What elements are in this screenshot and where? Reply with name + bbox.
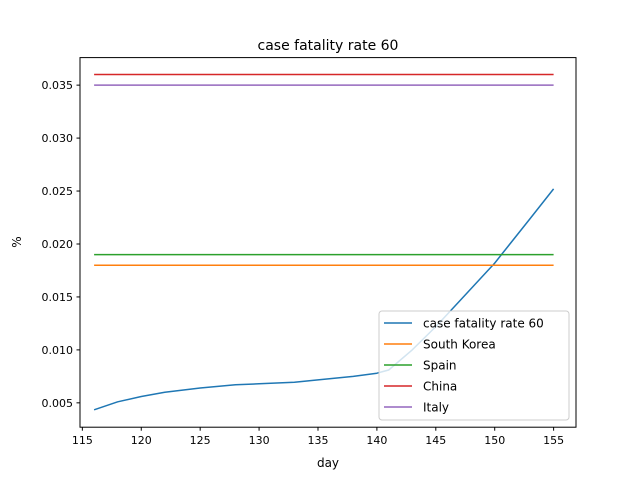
y-axis-label: % (10, 236, 24, 247)
x-tick-label: 120 (131, 434, 152, 447)
legend-label: Italy (423, 401, 449, 415)
y-tick-label: 0.030 (42, 132, 74, 145)
x-axis-label: day (317, 456, 339, 470)
legend-box (378, 310, 570, 421)
x-tick-label: 140 (366, 434, 387, 447)
x-tick-label: 145 (425, 434, 446, 447)
ticks-layer: 115 120 125 130 135 140 145 150 155 0.005 0.010 0.0… (42, 79, 565, 447)
series-layer (93, 73, 555, 411)
x-tick-label: 135 (307, 434, 328, 447)
y-tick-label: 0.025 (42, 185, 74, 198)
y-tick-label: 0.010 (42, 344, 74, 357)
y-tick-label: 0.015 (42, 291, 74, 304)
x-tick-label: 125 (190, 434, 211, 447)
chart-title: case fatality rate 60 (258, 38, 399, 54)
legend: case fatality rate 60 South Korea Spain Chi… (378, 310, 570, 421)
y-tick-label: 0.005 (42, 397, 74, 410)
series-line-case-fatality-rate-60 (93, 188, 555, 411)
plot-frame (79, 57, 577, 428)
legend-label: Spain (423, 359, 457, 373)
y-tick-label: 0.020 (42, 238, 74, 251)
x-tick-label: 155 (543, 434, 564, 447)
legend-label: case fatality rate 60 (423, 317, 544, 331)
legend-label: China (423, 380, 457, 394)
legend-label: South Korea (423, 338, 496, 352)
y-tick-label: 0.035 (42, 79, 74, 92)
x-tick-label: 130 (249, 434, 270, 447)
x-tick-label: 115 (72, 434, 93, 447)
x-tick-label: 150 (484, 434, 505, 447)
